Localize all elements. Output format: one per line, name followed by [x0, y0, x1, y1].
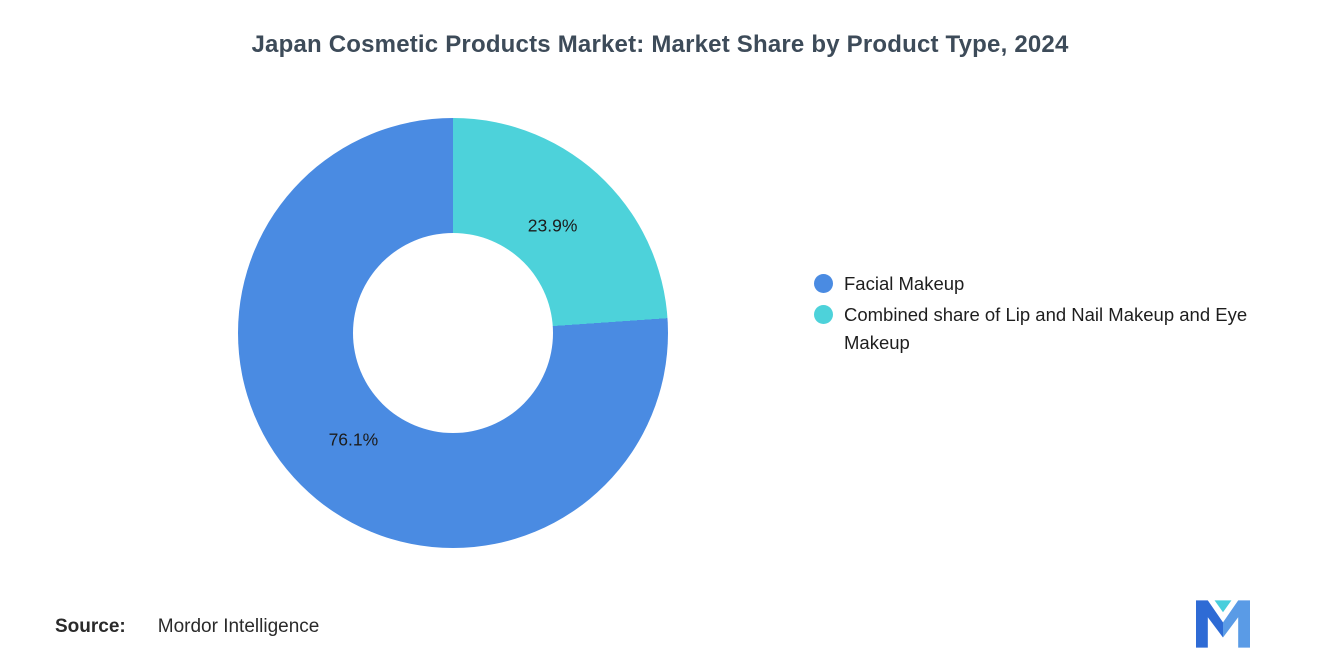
chart-title: Japan Cosmetic Products Market: Market S…: [251, 31, 1069, 58]
legend-swatch-facial-makeup: [814, 274, 833, 293]
source-label: Source:: [55, 616, 126, 637]
slice-label-1: 23.9%: [527, 215, 578, 236]
legend-item-combined-share: Combined share of Lip and Nail Makeup an…: [814, 301, 1292, 357]
legend-label-facial-makeup: Facial Makeup: [844, 273, 965, 294]
source-value: Mordor Intelligence: [157, 616, 320, 637]
logo-right-shape: [1223, 600, 1250, 648]
legend-label-combined-share: Combined share of Lip and Nail Makeup an…: [844, 304, 1248, 353]
mordor-intelligence-logo: [1196, 600, 1250, 648]
mordor-logo-svg: [1196, 600, 1250, 648]
logo-left-shape: [1196, 600, 1223, 648]
logo-teal-shape: [1214, 600, 1232, 613]
legend-swatch-combined-share: [814, 305, 833, 324]
source-line: Source: Mordor Intelligence: [55, 616, 319, 638]
slice-label-0: 76.1%: [328, 429, 379, 450]
legend-item-facial-makeup: Facial Makeup: [814, 270, 1292, 298]
donut-hole: [353, 233, 553, 433]
donut-chart: 76.1% 23.9%: [238, 118, 668, 548]
chart-legend: Facial Makeup Combined share of Lip and …: [814, 270, 1292, 357]
